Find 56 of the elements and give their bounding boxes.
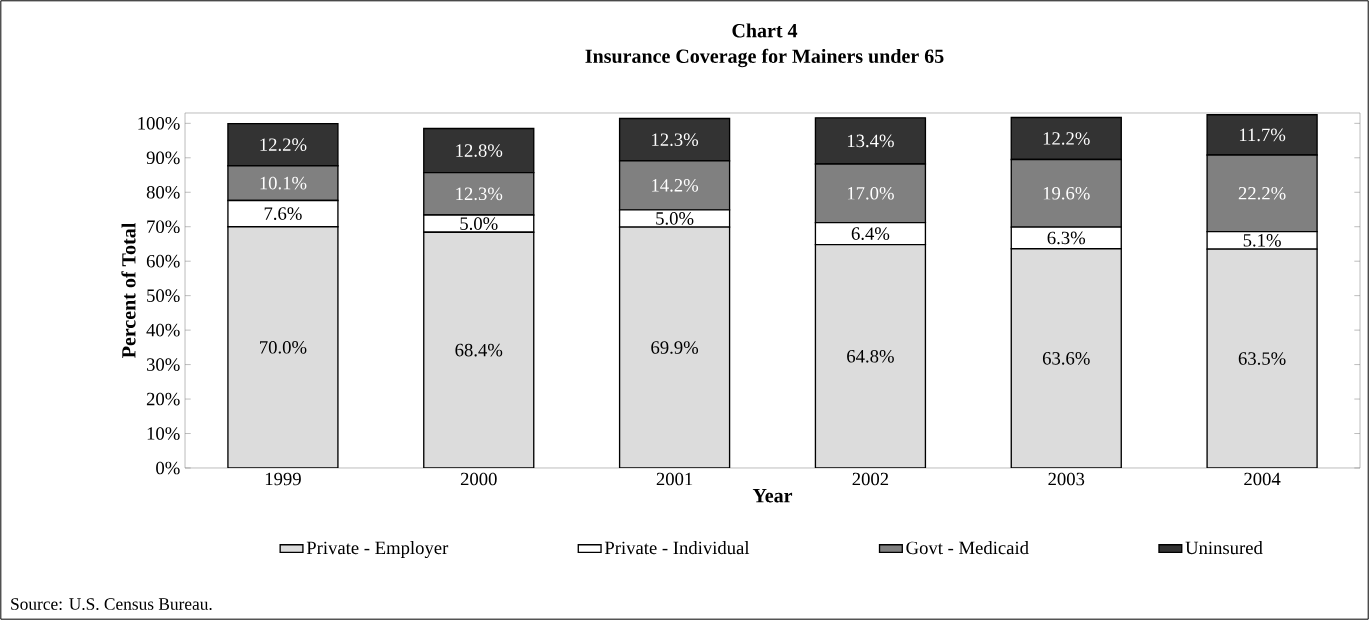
data-label: 22.2%: [1238, 186, 1286, 200]
data-label: 11.7%: [1239, 128, 1286, 142]
chart-title: Chart 4: [732, 23, 798, 38]
data-label: 5.1%: [1243, 233, 1281, 247]
x-tick-label: 2002: [852, 472, 889, 486]
data-label: 63.6%: [1042, 352, 1090, 365]
data-label: 14.2%: [652, 179, 699, 192]
bar: [814, 243, 927, 468]
data-label: 6.4%: [851, 227, 890, 240]
x-tick-label: 2000: [460, 472, 497, 486]
data-label: 63.5%: [1238, 352, 1286, 365]
data-label: 13.4%: [847, 134, 894, 148]
x-tick-label: 2001: [656, 472, 693, 486]
data-label: 12.2%: [260, 138, 307, 152]
chart-subtitle: Insurance Coverage for Mainers under 65: [585, 48, 944, 68]
data-label: 19.6%: [1043, 186, 1090, 200]
x-axis-title: Year: [752, 489, 793, 503]
bar: [1206, 248, 1318, 468]
x-tick-label: 1999: [265, 472, 301, 486]
data-label: 7.6%: [264, 207, 302, 220]
bar: [423, 231, 535, 468]
y-tick-label: 40%: [146, 323, 180, 337]
data-label: 12.3%: [456, 187, 503, 201]
data-label: 70.0%: [260, 341, 307, 354]
legend-label: Govt - Medicaid: [906, 541, 1029, 555]
y-tick-label: 70%: [147, 220, 180, 234]
y-tick-label: 30%: [146, 358, 180, 371]
legend-label: Uninsured: [1185, 541, 1263, 555]
y-tick-label: 20%: [146, 392, 180, 406]
y-tick-label: 60%: [146, 254, 180, 268]
data-label: 12.3%: [652, 133, 699, 147]
x-tick-label: 2003: [1048, 472, 1085, 486]
y-tick-label: 80%: [146, 185, 180, 199]
data-label: 6.3%: [1047, 231, 1086, 245]
data-label: 69.9%: [651, 341, 699, 354]
y-tick-label: 0%: [156, 461, 180, 475]
y-tick-label: 10%: [147, 427, 180, 440]
data-label: 5.0%: [656, 212, 694, 225]
x-tick-label: 2004: [1244, 472, 1281, 486]
data-label: 68.4%: [455, 343, 503, 357]
data-label: 12.2%: [1043, 132, 1090, 145]
source-note: Source: U.S. Census Bureau.: [11, 598, 212, 610]
data-label: 17.0%: [847, 186, 894, 200]
y-tick-label: 100%: [138, 116, 180, 130]
bar: [618, 226, 731, 468]
legend-label: Private - Employer: [306, 541, 449, 559]
y-axis-title: Percent of Total: [121, 223, 136, 358]
data-label: 10.1%: [260, 176, 307, 190]
y-tick-label: 50%: [147, 289, 180, 302]
legend-label: Private - Individual: [604, 541, 750, 555]
bar: [227, 226, 339, 468]
data-label: 64.8%: [847, 349, 894, 363]
data-label: 12.8%: [456, 144, 503, 157]
y-tick-label: 90%: [146, 151, 180, 165]
bar: [1010, 248, 1122, 468]
data-label: 5.0%: [460, 217, 498, 230]
